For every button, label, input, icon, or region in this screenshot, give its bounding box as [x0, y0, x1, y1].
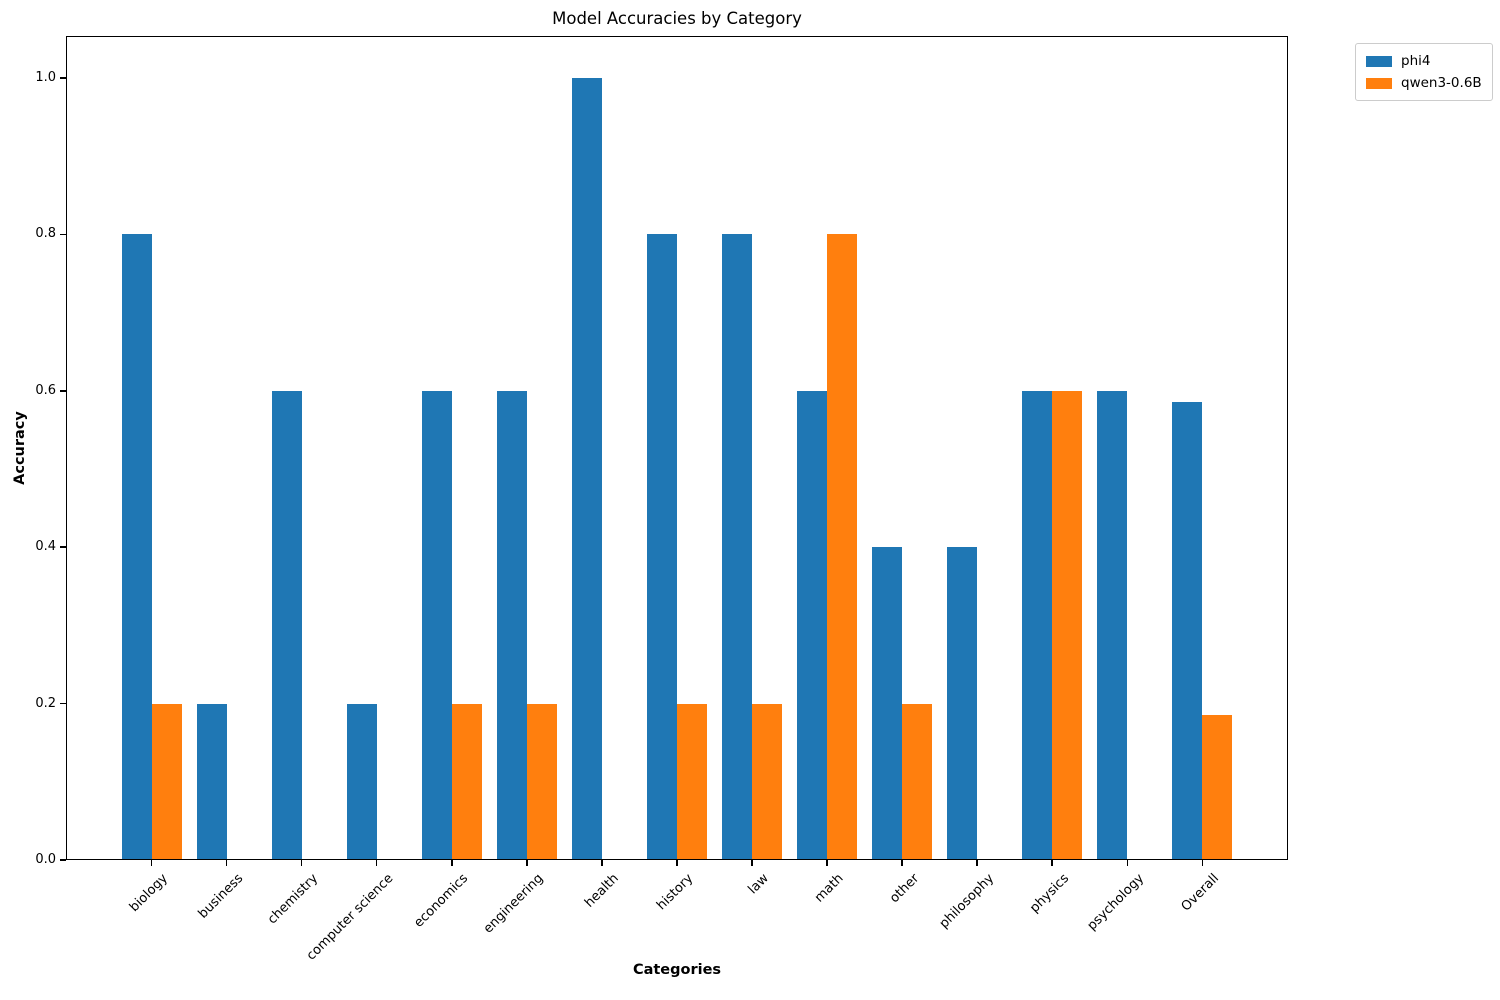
x-tick-label-overall: Overall [1178, 871, 1223, 915]
bar-phi4-overall [1172, 401, 1203, 860]
bar-qwen3-0.6b-biology [151, 703, 182, 860]
bar-phi4-other [872, 547, 903, 860]
x-tick-label-economics: economics [411, 871, 472, 931]
y-tick-label-0.8: 0.8 [35, 226, 56, 242]
y-tick-0.0 [60, 859, 66, 861]
y-tick-label-0.2: 0.2 [35, 695, 56, 711]
bar-phi4-health [571, 78, 602, 860]
legend-item-qwen3: qwen3-0.6B [1366, 72, 1482, 94]
x-tick-physics [1051, 860, 1054, 866]
y-tick-label-0.6: 0.6 [35, 382, 56, 398]
x-tick-label-chemistry: chemistry [264, 871, 322, 928]
bar-phi4-business [196, 703, 227, 860]
x-tick-label-engineering: engineering [480, 871, 547, 937]
bar-phi4-psychology [1097, 390, 1128, 860]
bar-phi4-philosophy [947, 547, 978, 860]
legend-item-phi4: phi4 [1366, 50, 1482, 72]
bar-qwen3-0.6b-physics [1052, 390, 1083, 860]
x-tick-philosophy [976, 860, 978, 866]
legend-swatch-phi4 [1366, 55, 1392, 67]
bar-phi4-engineering [496, 390, 527, 860]
x-tick-engineering [526, 860, 528, 866]
x-tick-health [601, 860, 603, 866]
legend-label-phi4: phi4 [1401, 53, 1431, 69]
legend: phi4 qwen3-0.6B [1355, 43, 1493, 101]
legend-swatch-qwen3 [1366, 77, 1392, 89]
legend-label-qwen3: qwen3-0.6B [1401, 75, 1482, 91]
x-tick-label-other: other [886, 871, 922, 907]
x-tick-business [225, 860, 228, 866]
y-tick-1.0 [60, 77, 66, 79]
bar-phi4-computer-science [346, 703, 377, 860]
x-tick-label-biology: biology [127, 871, 172, 916]
bar-qwen3-0.6b-history [676, 703, 707, 860]
bar-phi4-history [646, 234, 677, 860]
bar-qwen3-0.6b-engineering [526, 703, 557, 860]
x-tick-chemistry [300, 860, 303, 866]
x-tick-label-health: health [581, 871, 622, 911]
x-tick-math [826, 860, 828, 866]
bar-phi4-math [797, 390, 828, 860]
x-tick-label-physics: physics [1026, 871, 1072, 916]
x-tick-history [676, 860, 678, 866]
bar-phi4-chemistry [271, 390, 302, 860]
y-tick-0.6 [60, 390, 66, 392]
x-tick-label-math: math [812, 871, 847, 906]
x-tick-law [751, 860, 753, 866]
x-tick-label-history: history [654, 871, 697, 914]
bar-phi4-economics [421, 390, 452, 860]
x-tick-psychology [1126, 860, 1129, 866]
bar-phi4-physics [1022, 390, 1053, 860]
x-tick-biology [150, 860, 153, 866]
x-tick-label-law: law [745, 871, 772, 898]
bar-qwen3-0.6b-law [752, 703, 783, 860]
x-tick-other [901, 860, 903, 866]
x-tick-label-psychology: psychology [1084, 871, 1147, 934]
x-tick-overall [1201, 860, 1204, 866]
x-tick-label-philosophy: philosophy [936, 871, 997, 932]
y-tick-0.2 [60, 702, 66, 705]
y-tick-0.8 [60, 233, 66, 236]
y-axis-label: Accuracy [12, 411, 28, 485]
bar-phi4-biology [121, 234, 152, 860]
x-tick-computer-science [375, 860, 378, 866]
y-tick-label-1.0: 1.0 [35, 70, 56, 85]
bar-qwen3-0.6b-other [902, 703, 933, 860]
y-tick-label-0.0: 0.0 [35, 852, 56, 867]
x-tick-label-business: business [195, 871, 247, 922]
y-tick-label-0.4: 0.4 [35, 539, 56, 555]
bar-qwen3-0.6b-economics [451, 703, 482, 860]
bar-phi4-law [722, 234, 753, 860]
bar-qwen3-0.6b-math [827, 234, 858, 860]
chart-title: Model Accuracies by Category [552, 9, 802, 28]
x-axis-label: Categories [632, 962, 722, 978]
plot-area [66, 36, 1288, 860]
x-tick-economics [450, 860, 453, 866]
bar-qwen3-0.6b-overall [1202, 714, 1233, 860]
y-tick-0.4 [60, 546, 66, 548]
